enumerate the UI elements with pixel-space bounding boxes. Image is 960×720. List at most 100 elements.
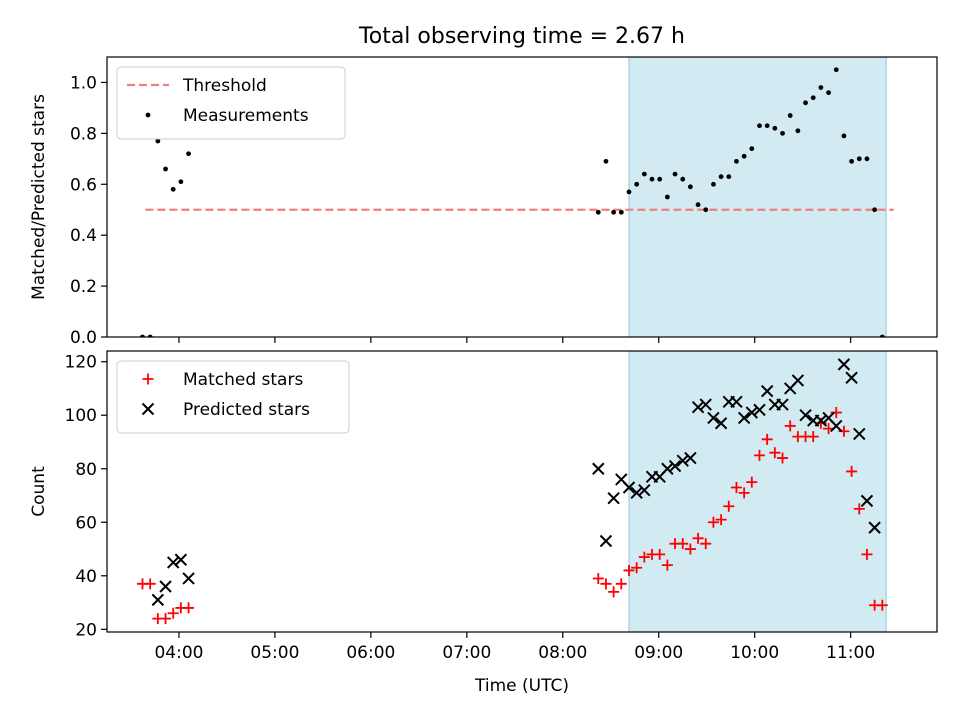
top-dot-point [810, 95, 816, 101]
bottom-cross-point [814, 414, 828, 427]
bottom-cross-point [760, 384, 774, 398]
bottom-y-tick-label: 120 [65, 353, 97, 373]
bottom-plus-point [738, 487, 750, 499]
top-data [140, 67, 885, 337]
legend-label: Matched stars [183, 370, 303, 390]
top-dot-point [841, 133, 847, 139]
bottom-cross-point [676, 454, 689, 467]
top-y-tick-label: 0.4 [70, 226, 97, 246]
top-series-0 [140, 67, 885, 337]
top-dot-point [687, 184, 693, 190]
bottom-plus-point [600, 578, 612, 590]
bottom-panel: 20 40 60 80 100 120 04:00 05:00 06:00 07:00 08:00 0… [29, 350, 938, 663]
top-dot-point [856, 156, 862, 162]
bottom-cross-point [599, 534, 613, 548]
top-y-axis-label: Matched/Predicted stars [29, 94, 49, 300]
top-dot-point [155, 138, 161, 144]
top-dot-point [764, 123, 770, 129]
top-legend-box [116, 66, 346, 140]
top-dot-point [826, 90, 831, 96]
bottom-cross-point [607, 491, 620, 505]
top-dot-point [734, 158, 739, 164]
bottom-plus-point [608, 586, 620, 598]
bottom-cross-point [853, 427, 866, 441]
bottom-plus-point [807, 431, 819, 443]
top-dot-point [611, 209, 617, 215]
top-dot-point [626, 189, 632, 195]
bottom-cross-point [868, 521, 881, 534]
top-dot-point [672, 171, 678, 177]
top-dot-point [703, 207, 709, 213]
legend-plus-marker [142, 373, 154, 385]
bottom-cross-point [691, 400, 705, 414]
bottom-plus-point [623, 564, 635, 576]
legend-label: Measurements [183, 106, 309, 126]
bottom-cross-point [622, 481, 636, 494]
top-dot-point [711, 181, 716, 187]
bottom-y-tick-label: 60 [75, 513, 97, 533]
bottom-plus-point [592, 572, 604, 584]
bottom-cross-point [174, 553, 188, 566]
top-dot-point [780, 130, 785, 136]
top-dot-point [657, 176, 663, 182]
top-legend: Threshold Measurements [116, 66, 346, 140]
bottom-cross-point [668, 459, 682, 473]
bottom-plus-point [730, 481, 742, 493]
bottom-shaded-interval [628, 350, 887, 633]
top-dot-point [749, 146, 755, 152]
bottom-plus-point [677, 538, 689, 550]
bottom-series-0 [137, 407, 888, 625]
bottom-cross-point [745, 406, 759, 419]
top-y-tick-label: 0.0 [70, 328, 97, 348]
bottom-plus-point [661, 559, 673, 571]
bottom-cross-point [684, 451, 697, 465]
top-dot-point [872, 207, 878, 213]
top-dot-point [163, 166, 168, 172]
top-dot-point [178, 179, 184, 185]
top-dot-point [787, 113, 793, 118]
bottom-plus-point [761, 433, 773, 445]
bottom-plus-point [183, 602, 195, 614]
bottom-plus-point [707, 516, 719, 528]
bottom-plus-point [700, 538, 712, 550]
bottom-axes-frame [106, 350, 938, 633]
bottom-y-tick-label: 40 [75, 567, 97, 587]
bottom-plus-point [853, 503, 865, 515]
x-tick-label: 04:00 [154, 643, 203, 663]
x-tick-label: 06:00 [346, 643, 395, 663]
bottom-y-tick-label: 20 [75, 620, 97, 640]
bottom-plus-point [631, 562, 643, 574]
bottom-cross-point [753, 403, 766, 417]
bottom-cross-point [730, 395, 743, 409]
x-tick-label: 05:00 [250, 643, 299, 663]
top-dot-point [595, 209, 601, 215]
bottom-series-1 [151, 358, 881, 607]
top-dot-point [833, 67, 839, 73]
top-dot-point [818, 85, 824, 90]
bottom-cross-point [707, 411, 720, 425]
x-axis-label: Time (UTC) [474, 676, 569, 696]
bottom-plus-point [784, 420, 796, 432]
bottom-cross-point [845, 371, 858, 384]
top-dot-point [803, 100, 808, 106]
top-dot-point [680, 176, 686, 182]
bottom-plus-point [746, 476, 758, 488]
top-dot-point [634, 181, 640, 187]
bottom-plus-point [615, 578, 627, 590]
top-dot-point [618, 209, 624, 215]
bottom-plus-point [723, 500, 735, 512]
bottom-cross-point [776, 398, 789, 411]
bottom-plus-point [160, 613, 172, 625]
legend-cross-marker [141, 402, 155, 416]
bottom-cross-point [830, 419, 843, 433]
legend-label: Predicted stars [183, 400, 310, 420]
top-dot-point [664, 194, 670, 200]
bottom-cross-point [592, 462, 605, 475]
x-tick-label: 11:00 [826, 643, 875, 663]
top-y-tick-label: 0.8 [70, 124, 97, 144]
bottom-data [137, 358, 888, 625]
bottom-plus-point [638, 551, 650, 563]
bottom-cross-point [699, 398, 712, 411]
bottom-cross-point [167, 556, 180, 569]
